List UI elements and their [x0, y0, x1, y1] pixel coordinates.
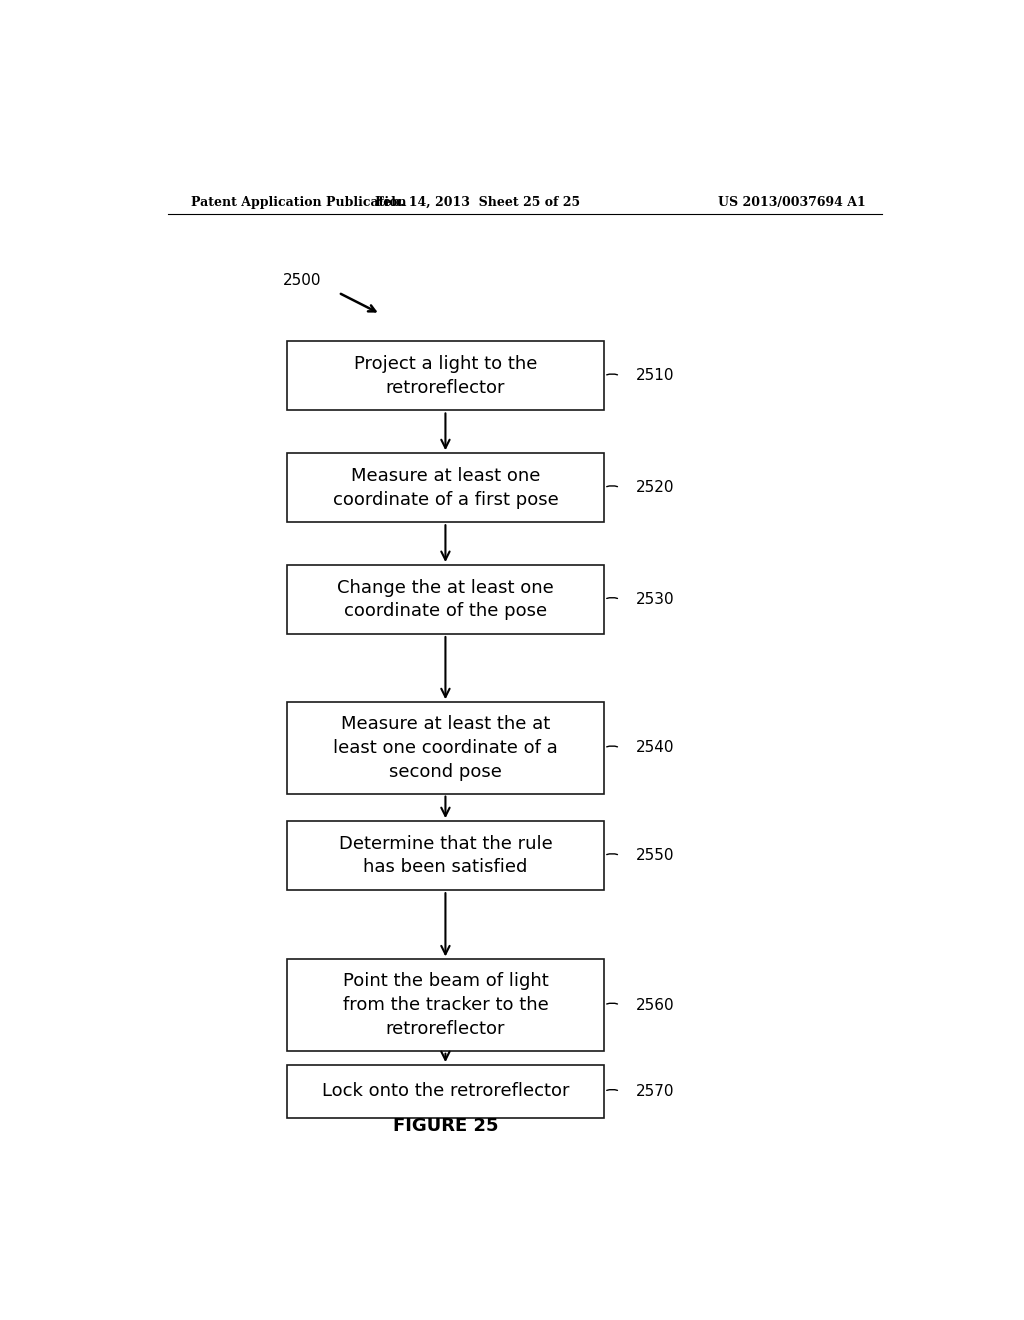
Text: Measure at least the at
least one coordinate of a
second pose: Measure at least the at least one coordi… [333, 715, 558, 780]
Text: 2530: 2530 [636, 591, 675, 607]
Text: Feb. 14, 2013  Sheet 25 of 25: Feb. 14, 2013 Sheet 25 of 25 [375, 195, 580, 209]
Text: Determine that the rule
has been satisfied: Determine that the rule has been satisfi… [339, 834, 552, 876]
Text: 2500: 2500 [283, 273, 322, 288]
FancyBboxPatch shape [287, 565, 604, 634]
FancyBboxPatch shape [287, 960, 604, 1051]
FancyBboxPatch shape [287, 1065, 604, 1118]
Text: Patent Application Publication: Patent Application Publication [191, 195, 407, 209]
Text: Project a light to the
retroreflector: Project a light to the retroreflector [353, 355, 538, 397]
Text: Lock onto the retroreflector: Lock onto the retroreflector [322, 1082, 569, 1101]
Text: 2560: 2560 [636, 998, 675, 1012]
FancyBboxPatch shape [287, 342, 604, 411]
Text: Point the beam of light
from the tracker to the
retroreflector: Point the beam of light from the tracker… [343, 973, 548, 1038]
Text: 2520: 2520 [636, 480, 675, 495]
Text: 2540: 2540 [636, 741, 675, 755]
FancyBboxPatch shape [287, 702, 604, 793]
Text: Measure at least one
coordinate of a first pose: Measure at least one coordinate of a fir… [333, 467, 558, 508]
Text: 2550: 2550 [636, 849, 675, 863]
Text: 2570: 2570 [636, 1084, 675, 1100]
Text: 2510: 2510 [636, 368, 675, 383]
Text: US 2013/0037694 A1: US 2013/0037694 A1 [718, 195, 866, 209]
FancyBboxPatch shape [287, 453, 604, 523]
Text: Change the at least one
coordinate of the pose: Change the at least one coordinate of th… [337, 578, 554, 620]
FancyBboxPatch shape [287, 821, 604, 890]
Text: FIGURE 25: FIGURE 25 [392, 1117, 499, 1135]
